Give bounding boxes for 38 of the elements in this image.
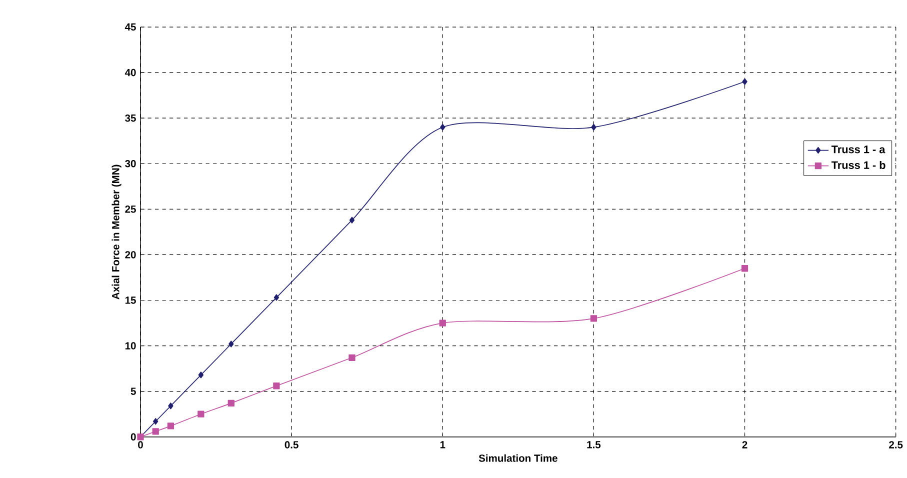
x-tick-label: 2 [742, 441, 748, 448]
y-tick-label: 0 [130, 433, 136, 441]
y-tick-label: 20 [125, 251, 136, 258]
x-tick-label: 1.5 [587, 441, 601, 448]
point [168, 402, 174, 410]
point [273, 382, 280, 390]
point [228, 340, 234, 348]
x-tick-label: 0 [138, 441, 143, 448]
y-tick-label: 40 [124, 68, 136, 76]
point [348, 354, 356, 362]
y-tick-label: 45 [124, 23, 136, 31]
y-tick-label: 5 [130, 388, 136, 395]
y-tick-label: 30 [125, 160, 136, 168]
y-tick-label: 10 [125, 342, 136, 350]
x-tick-label: 2.5 [889, 441, 903, 448]
point [742, 78, 748, 86]
y-tick-label: 35 [125, 114, 136, 122]
y-tick-label: 25 [125, 206, 136, 213]
legend-label: Truss 1 - b [831, 161, 886, 170]
point [167, 422, 174, 430]
point [198, 372, 204, 378]
point [590, 315, 598, 322]
point [153, 418, 158, 425]
y-tick-label: 15 [125, 296, 136, 304]
point [228, 400, 234, 407]
x-tick-label: 1 [440, 441, 446, 448]
point [349, 216, 355, 224]
point [439, 320, 446, 326]
point [741, 265, 748, 272]
y-axis-title: Axial Force in Member (MN) [112, 164, 122, 300]
point [152, 428, 159, 435]
point [274, 294, 280, 301]
x-axis-title: Simulation Time [478, 454, 558, 462]
x-tick-label: 0.5 [284, 441, 298, 448]
point [591, 124, 596, 131]
point [198, 410, 204, 418]
legend-label: Truss 1 - a [831, 146, 886, 154]
point [440, 124, 446, 131]
